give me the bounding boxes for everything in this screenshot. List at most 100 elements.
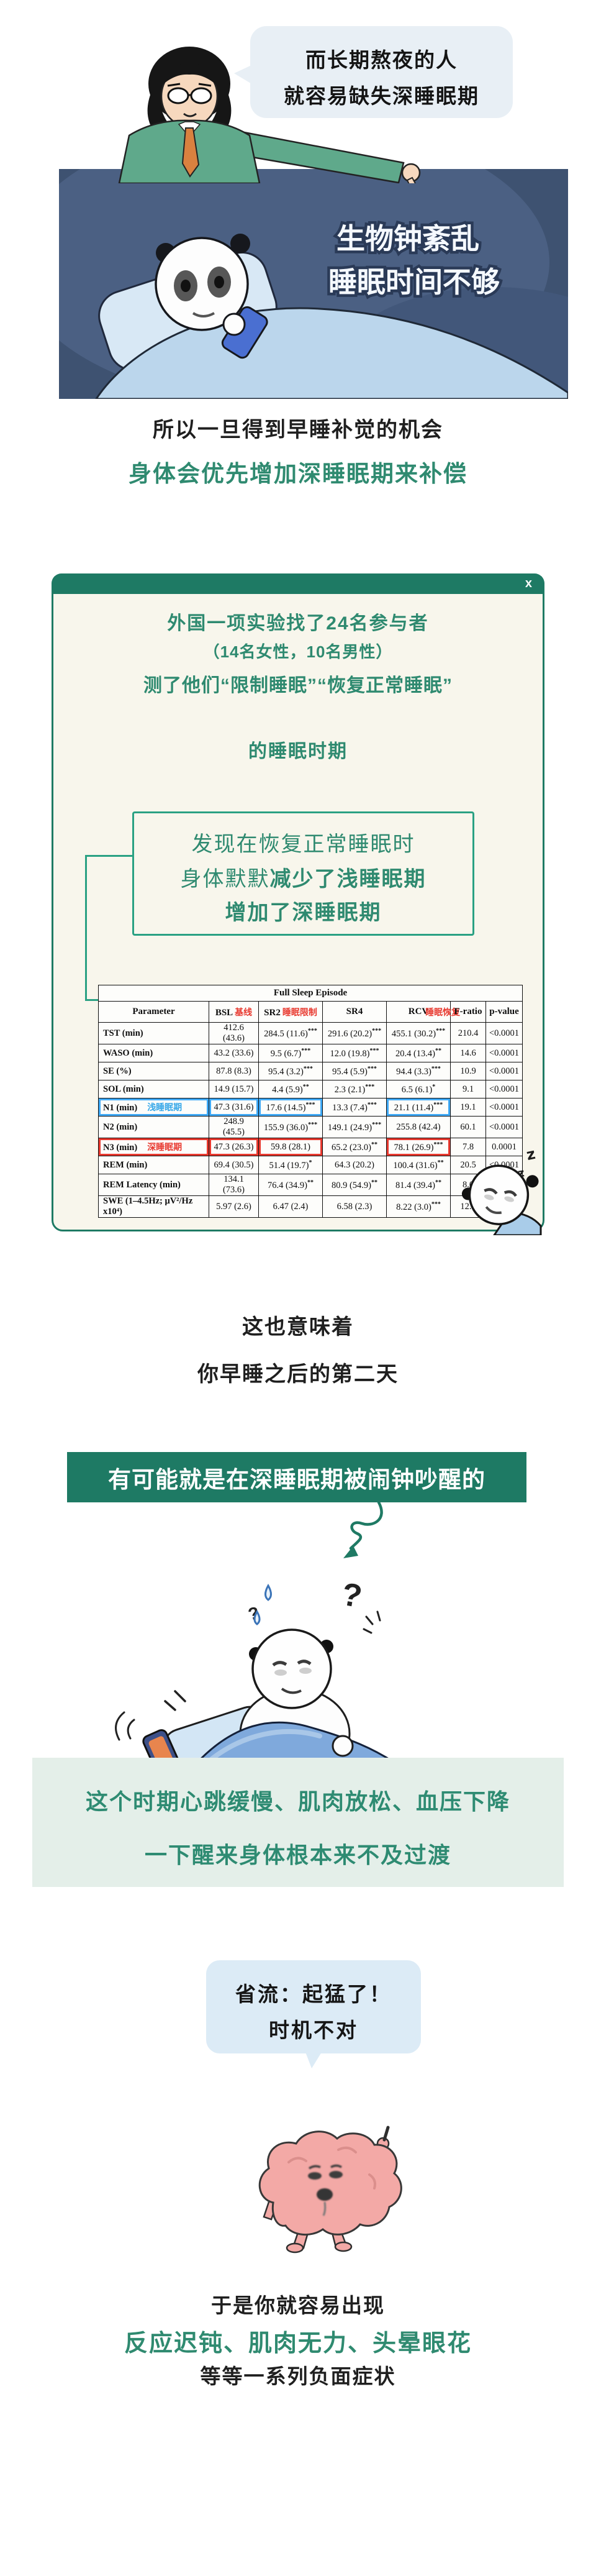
col-header: Parameter xyxy=(98,1001,209,1023)
table-cell: <0.0001 xyxy=(485,1062,523,1080)
banner-text-pre: 有可能就是在 xyxy=(108,1466,250,1492)
panda-sleeper xyxy=(155,234,268,359)
col-header: p-value xyxy=(485,1001,523,1023)
bubble-tail xyxy=(305,2052,322,2068)
necktie xyxy=(181,127,200,178)
table-cell: 87.8 (8.3) xyxy=(209,1062,259,1080)
table-cell: 14.6 xyxy=(450,1044,486,1062)
table-row: SWE (1–4.5Hz; μV²/Hz x10⁴) 5.97 (2.6) 6.47… xyxy=(98,1195,523,1218)
table-cell: 9.1 xyxy=(450,1080,486,1098)
bubble-line: 就容易缺失深睡眠期 xyxy=(284,84,479,107)
table-cell: 455.1 (30.2)*** xyxy=(386,1022,451,1044)
table-cell: 19.1 xyxy=(450,1098,486,1117)
table-cell: 47.3 (31.6) xyxy=(209,1098,259,1117)
finding-line2: 身体默默减少了浅睡眠期 xyxy=(134,862,472,892)
card-intro-line: 外国一项实验找了24名参与者 xyxy=(167,613,429,634)
deep-sleep-banner: 有可能就是在 深睡眠期 被闹钟吵醒的 xyxy=(67,1452,526,1502)
row-param: SOL (min) xyxy=(98,1080,209,1098)
table-cell: 76.4 (34.9)** xyxy=(258,1174,323,1196)
card-intro-line: 的睡眠时期 xyxy=(248,741,348,762)
mint-line2: 一下醒来身体根本来不及过渡 xyxy=(144,1842,451,1868)
table-row: N3 (min) 深睡眠期 47.3 (26.3) 59.8 (28.1) 65.2 (… xyxy=(98,1138,523,1156)
row-param: SWE (1–4.5Hz; μV²/Hz x10⁴) xyxy=(98,1195,209,1218)
table-cell: 60.1 xyxy=(450,1116,486,1138)
table-row: N2 (min) 248.9 (45.5) 155.9 (36.0)*** 149.1… xyxy=(98,1116,523,1138)
table-cell: 5.97 (2.6) xyxy=(209,1195,259,1218)
header-annotation: 睡眠限制 xyxy=(282,1007,317,1017)
sparkle-icon xyxy=(363,1610,381,1634)
table-cell: 412.6 (43.6) xyxy=(209,1022,259,1044)
table-cell: 95.4 (3.2)*** xyxy=(258,1062,323,1080)
closing-line3: 等等一系列负面症状 xyxy=(200,2365,396,2388)
table-cell: 210.4 xyxy=(450,1022,486,1044)
close-icon[interactable]: x xyxy=(525,577,532,590)
sleep-table-head: Full Sleep Episode Parameter BSL 基线 SR2 睡眠限制 S… xyxy=(97,985,523,1023)
table-row: SOL (min) 14.9 (15.7) 4.4 (5.9)** 2.3 (2.1)… xyxy=(98,1080,523,1098)
meme-face xyxy=(308,2164,343,2216)
finding-box: 发现在恢复正常睡眠时 身体默默减少了浅睡眠期 增加了深睡眠期 xyxy=(132,811,474,936)
table-row: REM (min) 69.4 (30.5) 51.4 (19.7)* 64.3 (20… xyxy=(98,1156,523,1174)
bubble-tail xyxy=(234,65,253,84)
row-annotation: 深睡眠期 xyxy=(147,1142,183,1152)
table-cell: 47.3 (26.3) xyxy=(209,1138,259,1156)
bubble-line: 而长期熬夜的人 xyxy=(305,48,458,71)
transition-line1: 这也意味着 xyxy=(242,1315,354,1339)
night-scene-art: 生物钟紊乱 睡眠时间不够 xyxy=(16,119,596,461)
sweat-drop-icon xyxy=(264,1583,272,1601)
night-caption-line1: 生物钟紊乱 xyxy=(336,222,479,255)
sweat-drop-icon xyxy=(253,1609,261,1625)
col-header: SR2 睡眠限制 xyxy=(258,1001,323,1023)
sleep-table: Full Sleep Episode Parameter BSL 基线 SR2 睡眠限制 S… xyxy=(97,985,523,1218)
row-param: N3 (min) 深睡眠期 xyxy=(98,1138,209,1156)
row-param: TST (min) xyxy=(98,1022,209,1044)
table-cell: 21.1 (11.4)*** xyxy=(386,1098,451,1117)
connector-line xyxy=(85,999,98,1001)
table-row: SE (%) 87.8 (8.3) 95.4 (3.2)*** 95.4 (5.9)*… xyxy=(98,1062,523,1080)
intro-line-green: 身体会优先增加深睡眠期来补偿 xyxy=(129,461,467,486)
row-param: WASO (min) xyxy=(98,1044,209,1062)
table-cell: <0.0001 xyxy=(485,1044,523,1062)
table-cell: 155.9 (36.0)*** xyxy=(258,1116,323,1138)
brain-character xyxy=(258,2126,402,2254)
table-cell: 59.8 (28.1) xyxy=(258,1138,323,1156)
table-cell: 81.4 (39.4)** xyxy=(386,1174,451,1196)
table-cell: 94.4 (3.3)*** xyxy=(386,1062,451,1080)
bubble-line: 时机不对 xyxy=(269,2019,358,2042)
finding-line2-normal: 身体默默 xyxy=(180,867,270,891)
sleep-table-body: TST (min) 412.6 (43.6) 284.5 (11.6)*** 291.… xyxy=(98,1022,523,1218)
table-cell: 64.3 (20.2) xyxy=(322,1156,387,1174)
table-cell: 149.1 (24.9)*** xyxy=(322,1116,387,1138)
doctor-speech-bubble: 而长期熬夜的人 就容易缺失深睡眠期 xyxy=(234,26,513,118)
bubble-line: 省流：起猛了！ xyxy=(235,1983,392,2006)
card-header-bar: x xyxy=(52,573,544,594)
curly-arrow-icon xyxy=(343,1501,383,1558)
row-param: REM Latency (min) xyxy=(98,1174,209,1196)
header-annotation: 基线 xyxy=(235,1007,253,1017)
table-cell: 7.8 xyxy=(450,1138,486,1156)
intro-line-black: 所以一旦得到早睡补觉的机会 xyxy=(153,418,443,442)
waking-up-cartoon: ? ? xyxy=(115,1576,404,1789)
pointing-finger xyxy=(382,2126,390,2142)
table-cell: 12.0 (19.8)*** xyxy=(322,1044,387,1062)
table-cell: 9.5 (6.7)*** xyxy=(258,1044,323,1062)
col-header: F-ratio xyxy=(450,1001,486,1023)
mint-callout-panel: 这个时期心跳缓慢、肌肉放松、血压下降 一下醒来身体根本来不及过渡 xyxy=(32,1758,564,1887)
closing-line-green: 反应迟钝、肌肉无力、头晕眼花 xyxy=(124,2331,472,2357)
table-cell: 95.4 (5.9)*** xyxy=(322,1062,387,1080)
table-cell: 255.8 (42.4) xyxy=(386,1116,451,1138)
connector-line xyxy=(85,855,132,857)
night-scene-panel: 生物钟紊乱 睡眠时间不够 xyxy=(16,119,596,461)
finding-line1: 发现在恢复正常睡眠时 xyxy=(191,833,415,856)
table-cell: 43.2 (33.6) xyxy=(209,1044,259,1062)
card-intro-line: 测了他们“限制睡眠”“恢复正常睡眠” xyxy=(143,675,453,696)
table-cell: <0.0001 xyxy=(485,1022,523,1044)
card-intro-line: （14名女性，10名男性） xyxy=(203,642,393,661)
transition-line2: 你早睡之后的第二天 xyxy=(197,1363,399,1386)
night-caption-line2: 睡眠时间不够 xyxy=(328,266,500,298)
connector-line xyxy=(85,855,87,999)
finding-line2-bold: 减少了浅睡眠期 xyxy=(269,867,427,891)
row-param: REM (min) xyxy=(98,1156,209,1174)
table-cell: 14.9 (15.7) xyxy=(209,1080,259,1098)
row-param: SE (%) xyxy=(98,1062,209,1080)
